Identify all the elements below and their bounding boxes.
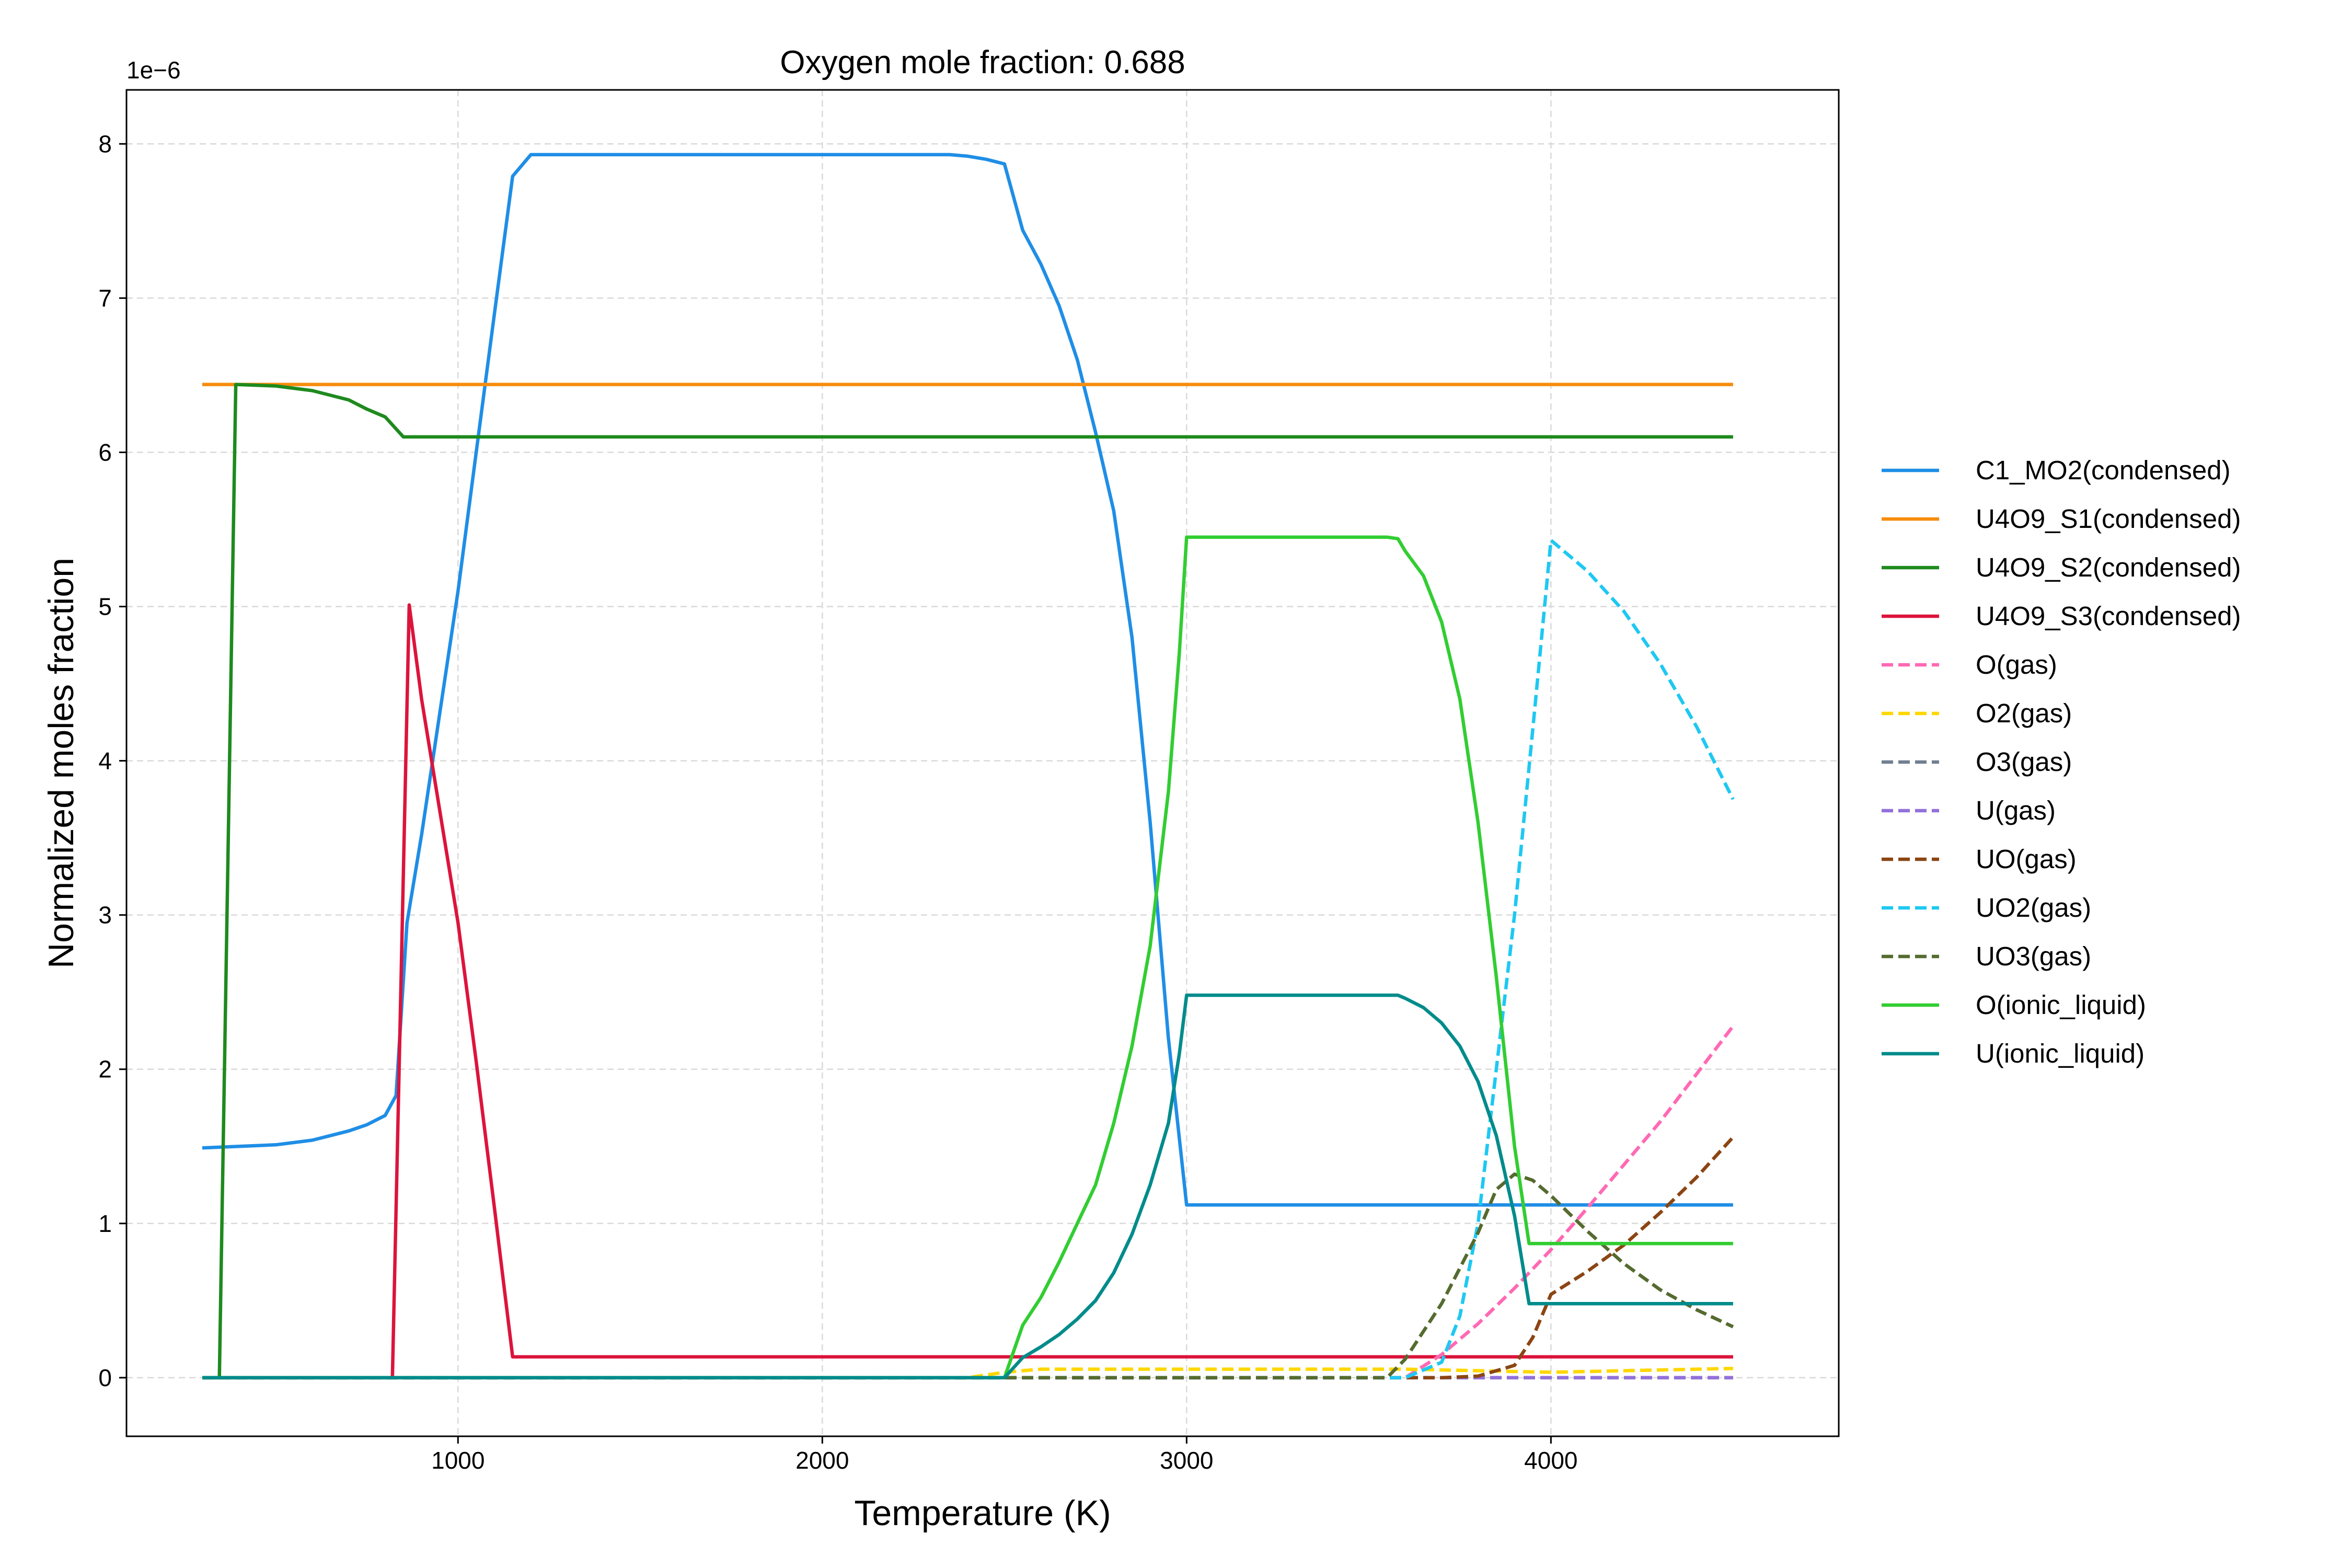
x-tick-label: 3000 [1160,1447,1213,1474]
x-tick-label: 4000 [1524,1447,1577,1474]
legend-label: U(gas) [1976,795,2056,825]
y-tick-label: 8 [98,130,112,157]
y-axis-offset-label: 1e−6 [126,56,181,84]
plot-area-frame [125,89,1840,1437]
legend-label: U4O9_S3(condensed) [1976,601,2241,631]
legend-label: UO(gas) [1976,844,2077,874]
series-line-o-gas [202,1025,1735,1380]
series-line-c1-mo2-condensed [202,153,1733,1207]
series-line-u4o9-s3-condensed [202,603,1733,1380]
series-line-u-ionic-liquid [202,993,1733,1380]
series-line-o-ionic-liquid [202,535,1733,1380]
legend: C1_MO2(condensed) U4O9_S1(condensed) U4O9_… [1882,455,2241,1068]
y-tick-label: 0 [98,1364,112,1391]
x-axis-label: Temperature (K) [854,1493,1111,1533]
x-tick-label: 1000 [431,1447,485,1474]
series-line-u4o9-s2-condensed [202,383,1733,1380]
series-line-o2-gas [202,1366,1733,1380]
y-tick-label: 7 [98,284,112,312]
x-tick-label: 2000 [795,1447,849,1474]
legend-label: UO2(gas) [1976,893,2091,923]
legend-label: U4O9_S2(condensed) [1976,552,2241,582]
y-tick-label: 2 [98,1056,112,1083]
y-tick-label: 4 [98,747,112,775]
series-line-uo2-gas [202,538,1735,1380]
legend-label: U4O9_S1(condensed) [1976,504,2241,534]
legend-label: O2(gas) [1976,698,2072,728]
legend-label: O(gas) [1976,650,2057,679]
legend-label: UO3(gas) [1976,941,2091,971]
y-tick-label: 6 [98,439,112,466]
y-tick-label: 1 [98,1210,112,1237]
legend-label: C1_MO2(condensed) [1976,455,2231,485]
y-axis-label: Normalized moles fraction [41,558,81,969]
legend-label: O3(gas) [1976,747,2072,777]
y-tick-label: 3 [98,902,112,929]
y-tick-label: 5 [98,593,112,620]
series-line-uo3-gas [202,1172,1734,1380]
chart-title: Oxygen mole fraction: 0.688 [780,44,1185,80]
series-line-uo-gas [202,1136,1735,1380]
legend-label: U(ionic_liquid) [1976,1039,2145,1068]
plot-series [202,153,1735,1380]
legend-label: O(ionic_liquid) [1976,990,2146,1020]
axis-ticks: 1000 2000 3000 4000 0 1 2 3 4 5 6 7 8 [98,130,1577,1474]
